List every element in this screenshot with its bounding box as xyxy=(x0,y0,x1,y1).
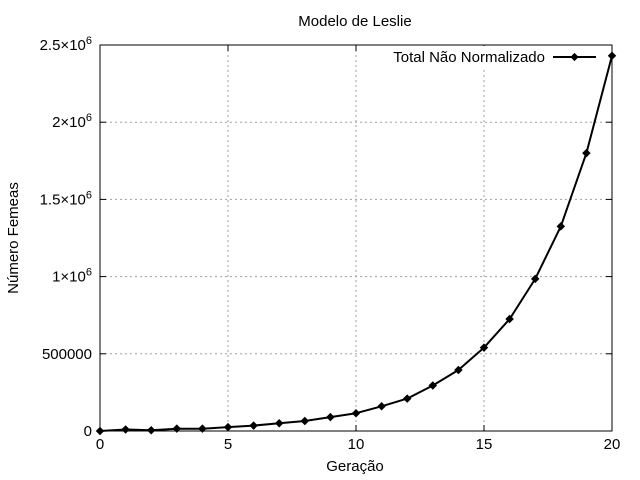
legend-label: Total Não Normalizado xyxy=(393,49,545,66)
axis-ticks: 0 5 10 15 20 0 500000 1×106 1.5×106 2×106 2.5×106 xyxy=(40,35,621,453)
legend-marker xyxy=(570,52,579,62)
data-point xyxy=(428,381,438,390)
data-point xyxy=(377,402,386,411)
legend: Total Não Normalizado xyxy=(358,46,608,68)
data-point xyxy=(274,419,284,428)
x-axis-label: Geração xyxy=(326,458,384,475)
data-point xyxy=(351,408,361,418)
x-tick-label: 10 xyxy=(348,436,365,453)
data-point xyxy=(607,51,617,61)
y-tick-label: 2×106 xyxy=(52,112,92,131)
data-point xyxy=(582,148,591,158)
y-tick-label: 1×106 xyxy=(52,267,92,286)
data-point xyxy=(556,222,566,231)
data-point xyxy=(300,416,310,426)
data-point xyxy=(326,412,335,422)
data-point xyxy=(146,425,156,435)
data-point xyxy=(402,394,412,403)
data-point xyxy=(479,343,489,352)
x-tick-label: 20 xyxy=(604,436,621,453)
data-point xyxy=(198,424,207,433)
series-layer xyxy=(95,51,617,436)
legend-background xyxy=(358,46,608,68)
series-line xyxy=(99,55,613,432)
data-point xyxy=(505,314,514,324)
data-point xyxy=(530,274,540,284)
data-point xyxy=(95,426,105,436)
data-point xyxy=(249,421,258,430)
y-axis-label: Número Femeas xyxy=(5,182,22,294)
y-tick-label: 1.5×106 xyxy=(40,189,92,208)
data-point xyxy=(121,425,130,434)
data-point xyxy=(454,365,463,375)
data-point xyxy=(172,424,182,433)
data-point xyxy=(223,422,233,432)
x-tick-label: 0 xyxy=(96,436,104,453)
chart-title: Modelo de Leslie xyxy=(298,13,411,30)
grid-lines xyxy=(100,45,612,431)
x-tick-label: 5 xyxy=(224,436,232,453)
plot-frame xyxy=(99,44,613,432)
y-tick-label: 0 xyxy=(84,423,92,440)
x-tick-label: 15 xyxy=(476,436,493,453)
y-tick-label: 2.5×106 xyxy=(40,35,92,54)
y-tick-label: 500000 xyxy=(42,346,92,363)
